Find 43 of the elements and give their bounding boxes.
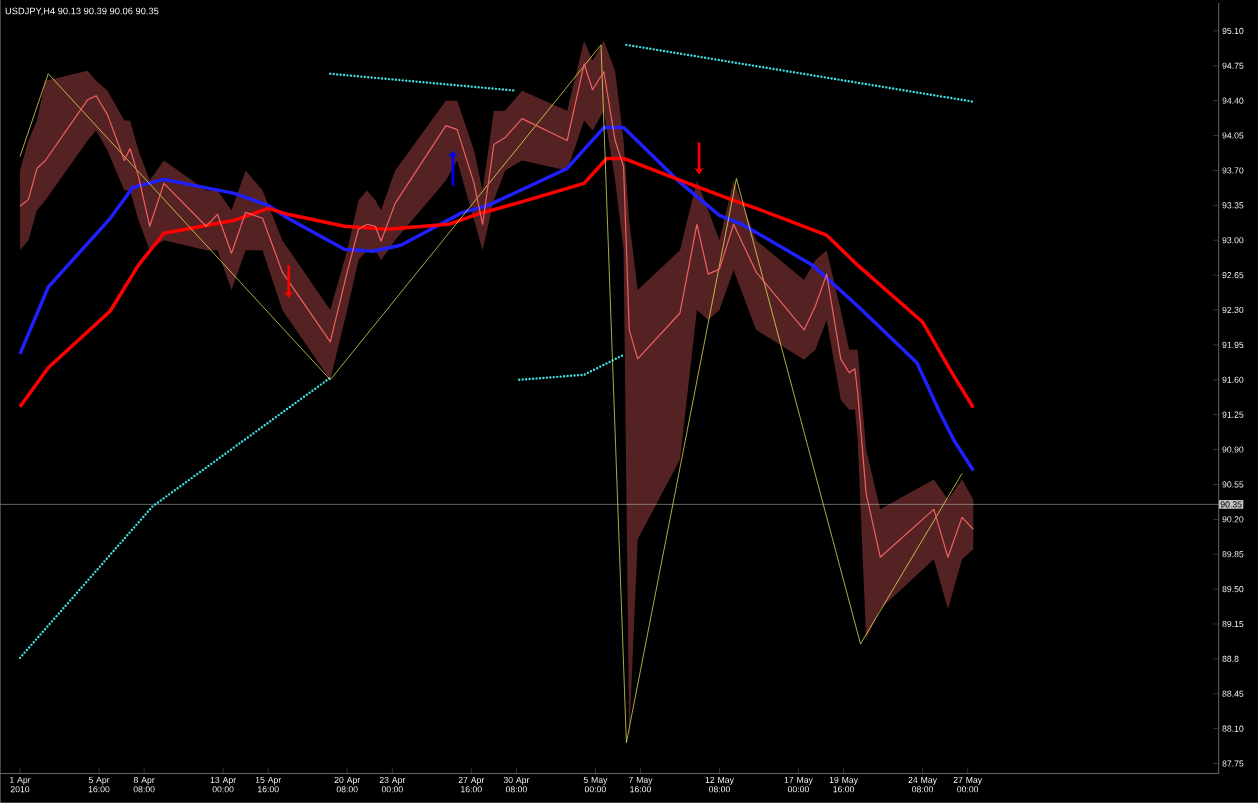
x-tick-label: 12 May 08:00 — [705, 776, 734, 793]
x-tick-label: 8 Apr 08:00 — [133, 776, 155, 793]
y-tick-label: 89.15 — [1222, 621, 1244, 628]
x-tick-label: 30 Apr 08:00 — [503, 776, 530, 793]
x-tick-label: 15 Apr 16:00 — [255, 776, 282, 793]
y-tick-label: 89.85 — [1222, 551, 1244, 558]
y-tick-label: 93.35 — [1222, 202, 1244, 209]
y-tick-label: 88.8 — [1222, 655, 1239, 663]
x-tick-label: 20 Apr 08:00 — [334, 776, 361, 793]
y-tick-label: 94.40 — [1222, 97, 1244, 104]
line-series — [18, 125, 976, 473]
y-tick-label: 92.30 — [1222, 307, 1244, 314]
y-tick-label: 94.05 — [1222, 132, 1244, 139]
x-tick-label: 23 Apr 00:00 — [379, 776, 406, 793]
y-tick-label: 94.75 — [1222, 62, 1244, 69]
x-tick-label: 5 May 00:00 — [583, 776, 608, 793]
x-tick-label: 24 May 08:00 — [908, 776, 937, 793]
x-tick-label: 7 May 16:00 — [628, 776, 653, 793]
x-tick-label: 27 May 00:00 — [953, 776, 983, 793]
x-tick-label: 1 Apr 2010 — [10, 776, 31, 793]
x-tick-label: 13 Apr 00:00 — [210, 776, 236, 793]
x-tick-label: 19 May 16:00 — [829, 776, 858, 793]
ref-line-label: 90.35 — [1220, 501, 1242, 508]
y-tick-label: 90.90 — [1222, 446, 1244, 453]
x-tick-label: 27 Apr 16:00 — [458, 776, 485, 793]
x-tick-label: 5 Apr 16:00 — [88, 776, 110, 793]
y-tick-label: 88.45 — [1222, 690, 1244, 697]
y-tick-label: 90.20 — [1222, 516, 1244, 523]
chart-title: USDJPY,H4 90.13 90.39 90.06 90.35 — [5, 7, 159, 16]
y-tick-label: 91.60 — [1222, 376, 1244, 383]
y-tick-label: 89.50 — [1222, 586, 1244, 593]
x-tick-label: 17 May 00:00 — [784, 776, 813, 793]
y-tick-label: 87.75 — [1222, 760, 1244, 767]
y-tick-label: 93.00 — [1222, 237, 1244, 244]
y-tick-label: 88.10 — [1222, 725, 1244, 732]
y-tick-label: 95.10 — [1222, 27, 1244, 35]
line-series — [18, 156, 976, 410]
line-series — [19, 63, 974, 558]
y-tick-label: 91.25 — [1222, 411, 1244, 418]
y-tick-label: 90.55 — [1222, 481, 1244, 488]
y-tick-label: 92.65 — [1222, 272, 1244, 279]
y-tick-label: 91.95 — [1222, 341, 1244, 349]
y-tick-label: 93.70 — [1222, 167, 1244, 174]
